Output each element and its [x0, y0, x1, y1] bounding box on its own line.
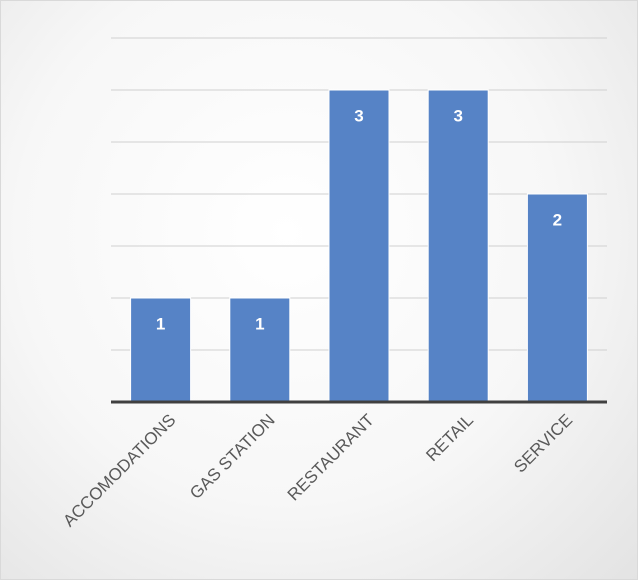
data-label: 3: [354, 106, 363, 125]
x-tick-label: ACCOMODATIONS: [59, 410, 179, 530]
data-label: 2: [553, 210, 562, 229]
x-tick-label: RETAIL: [422, 410, 477, 465]
bar-service: [526, 193, 588, 403]
x-tick-labels: ACCOMODATIONS GAS STATION RESTAURANT RETAIL…: [59, 410, 576, 530]
x-tick-label: RESTAURANT: [284, 410, 378, 504]
bar-restaurant: [328, 89, 390, 403]
data-labels: 1 1 3 3 2: [156, 106, 562, 333]
x-tick-label: SERVICE: [510, 410, 576, 476]
data-label: 3: [453, 106, 462, 125]
bars: [130, 89, 588, 403]
x-tick-label: GAS STATION: [186, 410, 278, 502]
data-label: 1: [255, 314, 264, 333]
bar-gas-station: [229, 297, 291, 403]
bar-retail: [427, 89, 489, 403]
data-label: 1: [156, 314, 165, 333]
